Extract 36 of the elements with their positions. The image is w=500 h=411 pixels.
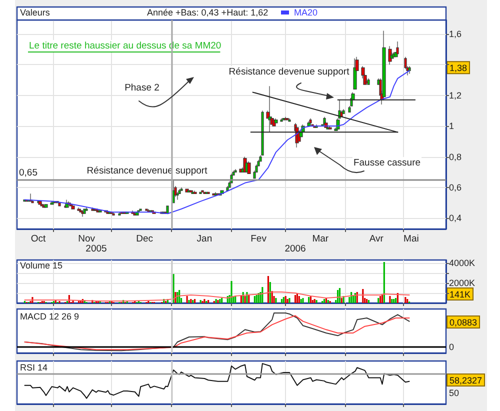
- chart-title: Valeurs: [20, 8, 50, 18]
- text: 58,2327: [449, 376, 482, 386]
- chart-subtitle: Année +Bas: 0,43 +Haut: 1,62: [147, 8, 268, 18]
- x-tick-label: Oct: [30, 234, 46, 244]
- chart-title: RSI 14: [20, 362, 48, 372]
- y-tick-label: 1: [449, 121, 454, 132]
- chart-title: MACD 12 26 9: [20, 312, 80, 322]
- chart-title: Volume 15: [20, 260, 63, 270]
- x2-tick-label: 2005: [86, 244, 107, 254]
- x-tick-label: Mar: [312, 234, 329, 244]
- y-tick-label: 4000K: [449, 258, 476, 268]
- annotation: Résistance devenue support: [228, 66, 350, 78]
- y-tick-label: 0,4: [449, 213, 462, 224]
- annotation: Le titre reste haussier au dessus de sa MM20: [29, 40, 222, 52]
- ref-line-label: 0,65: [19, 167, 38, 178]
- text: 0,0883: [450, 318, 478, 328]
- legend-label: MA20: [294, 8, 318, 18]
- x-tick-label: Jan: [196, 234, 212, 244]
- annotation: Phase 2: [124, 82, 160, 94]
- x-tick-label: Dec: [136, 234, 154, 244]
- x-tick-label: Nov: [78, 234, 96, 244]
- y-tick-label: 1,6: [449, 28, 462, 39]
- annotation: Résistance devenue support: [86, 166, 208, 176]
- x2-tick-label: 2006: [284, 244, 306, 254]
- annotation: Fausse cassure: [353, 158, 421, 168]
- x-tick-label: Mai: [404, 234, 419, 244]
- text: 0: [449, 342, 454, 352]
- text: 141K: [449, 290, 471, 300]
- annotation: 1,38: [449, 63, 468, 74]
- y-tick-label: 1,2: [449, 90, 462, 100]
- y-tick-label: 0,6: [449, 182, 462, 193]
- x-tick-label: Avr: [369, 234, 384, 244]
- y-tick-label: 0,8: [449, 152, 462, 162]
- text: 50: [449, 388, 460, 398]
- y-tick-label: 2000K: [449, 278, 476, 288]
- x-tick-label: Fev: [250, 234, 267, 244]
